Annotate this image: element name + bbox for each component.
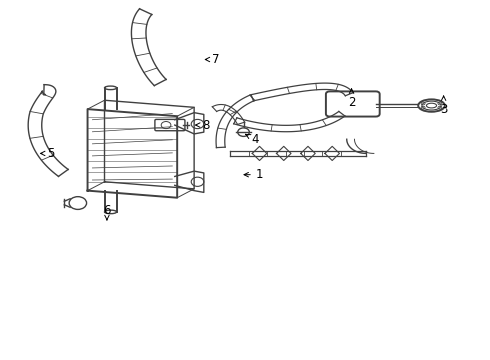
Text: 4: 4 bbox=[245, 133, 258, 146]
Text: 8: 8 bbox=[196, 118, 210, 131]
Text: 7: 7 bbox=[205, 53, 220, 66]
Text: 5: 5 bbox=[41, 147, 55, 160]
Text: 1: 1 bbox=[244, 168, 263, 181]
Text: 3: 3 bbox=[440, 96, 447, 116]
Text: 2: 2 bbox=[348, 89, 355, 108]
Text: 6: 6 bbox=[103, 204, 111, 220]
